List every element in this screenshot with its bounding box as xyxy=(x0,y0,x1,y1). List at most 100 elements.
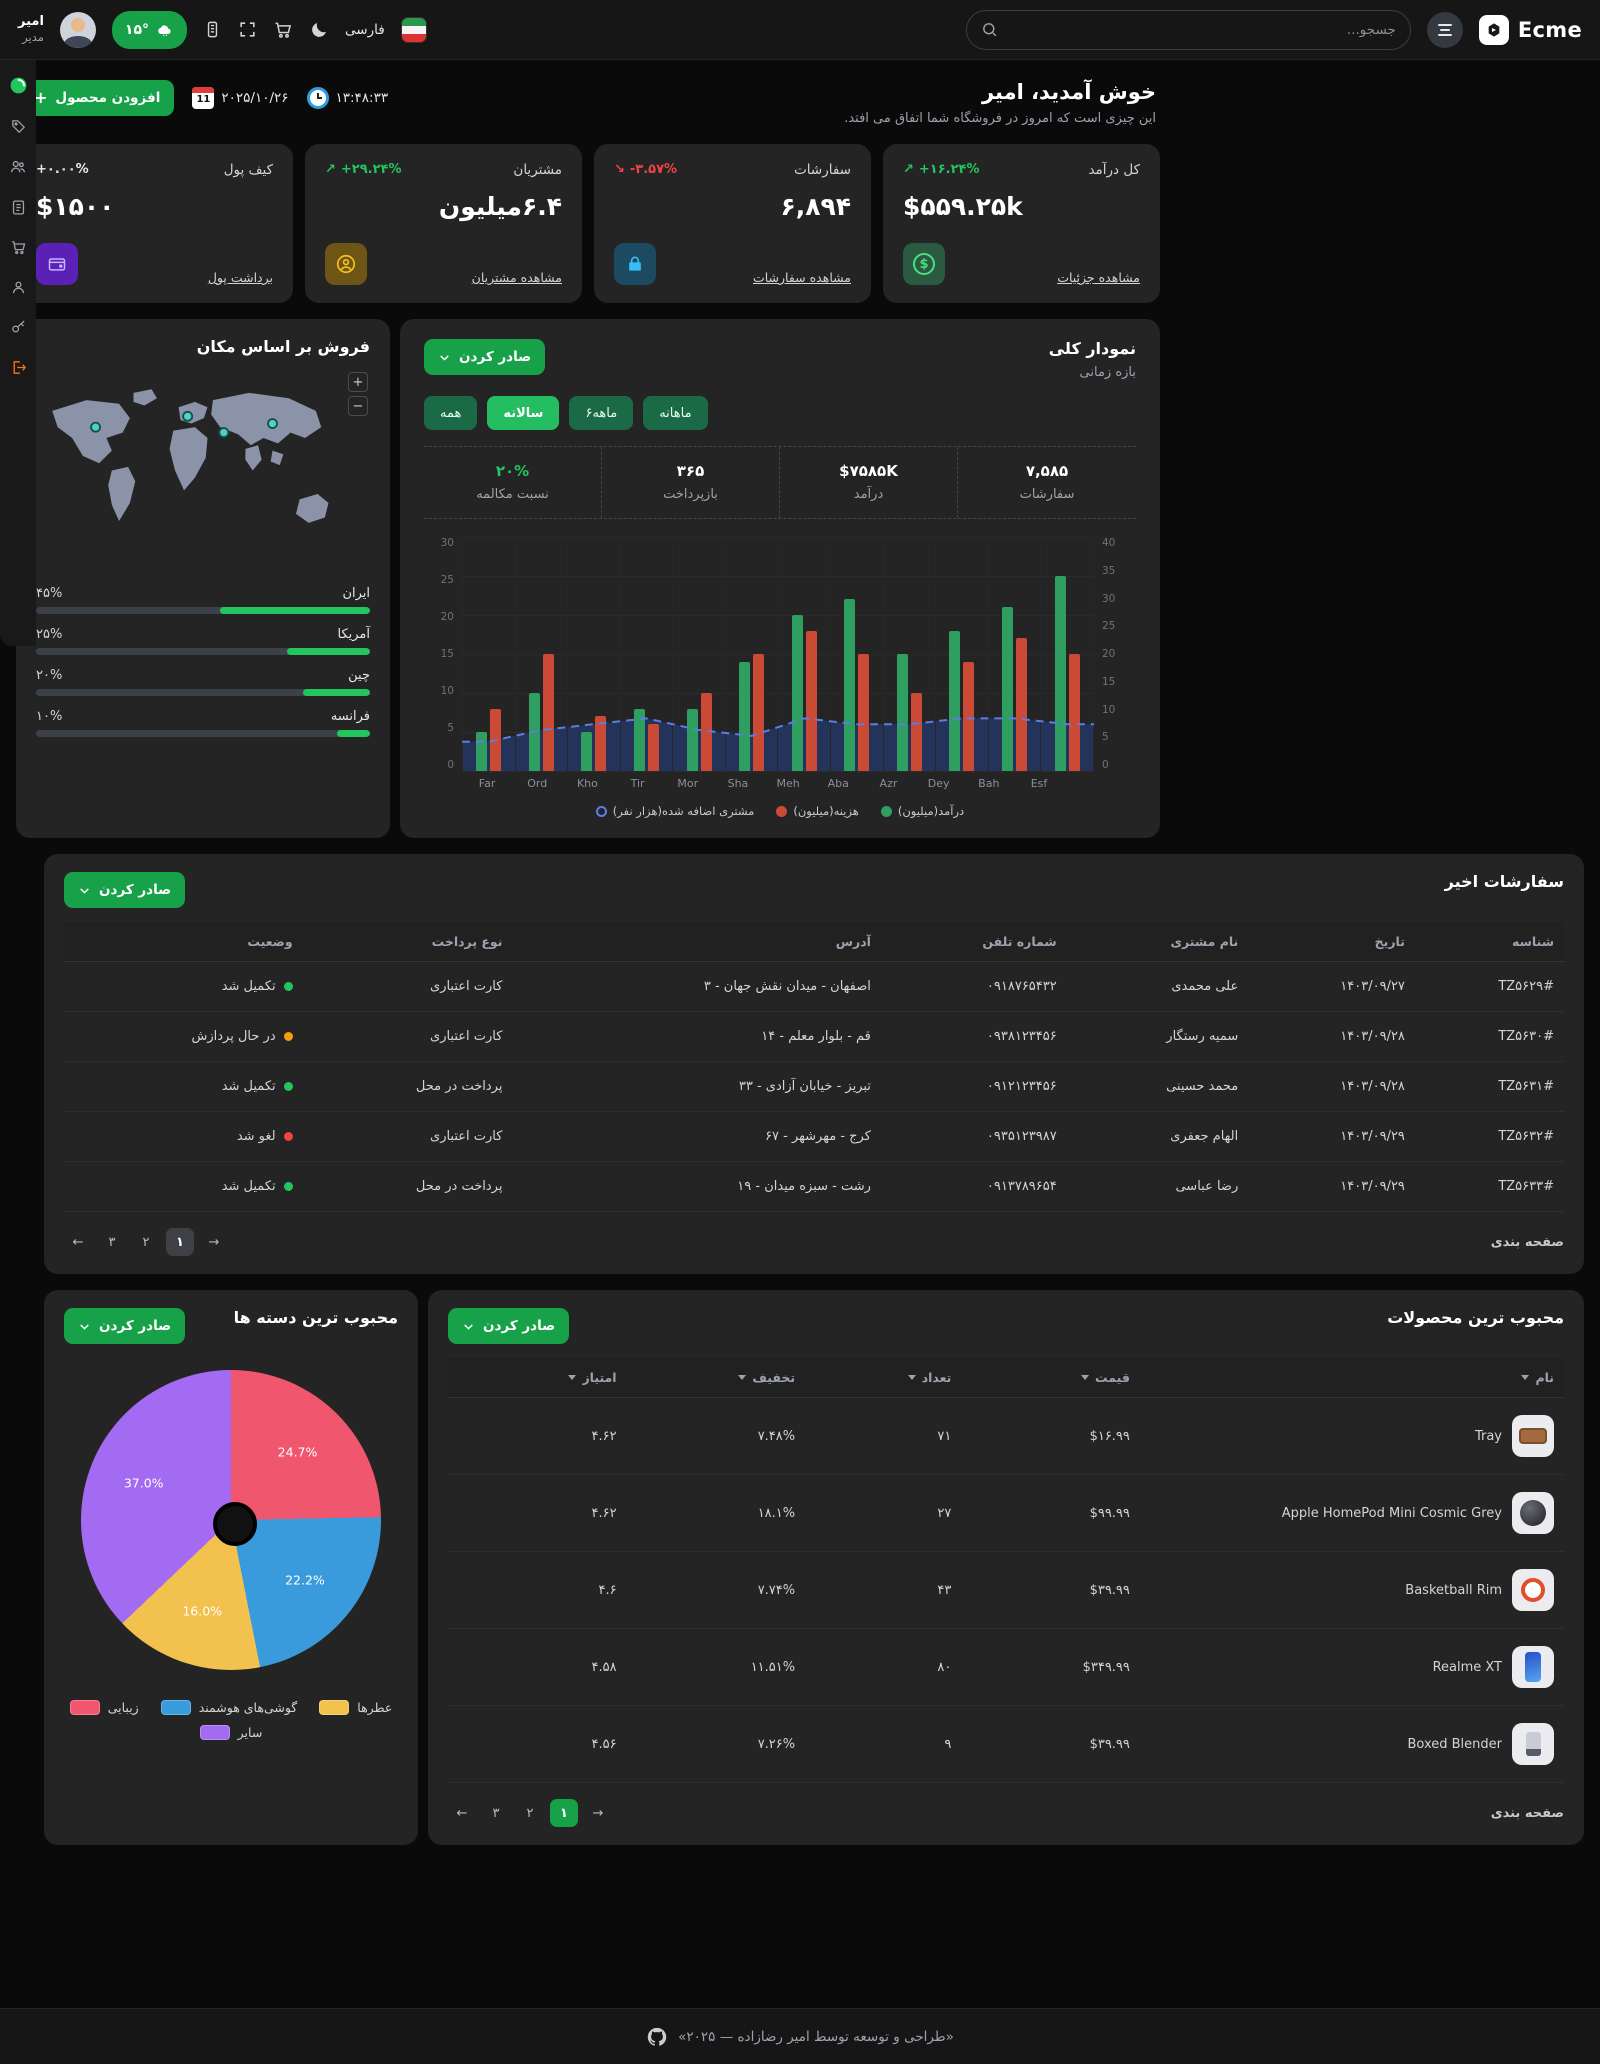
status-circle-icon[interactable] xyxy=(9,76,28,95)
fullscreen-icon[interactable] xyxy=(238,20,257,39)
legend-item[interactable]: زیبایی xyxy=(69,1700,139,1715)
revenue-bar[interactable] xyxy=(791,615,803,771)
customers-icon[interactable] xyxy=(9,158,27,176)
revenue-bar[interactable] xyxy=(896,654,908,771)
col-price[interactable]: قیمت xyxy=(961,1358,1140,1398)
map-zoom-out-button[interactable]: − xyxy=(348,396,368,416)
dark-mode-moon-icon[interactable] xyxy=(309,20,329,40)
revenue-bar[interactable] xyxy=(581,732,593,771)
col-discount[interactable]: تخفیف xyxy=(626,1358,806,1398)
col-phone[interactable]: شماره تلفن xyxy=(880,922,1067,962)
cost-bar[interactable] xyxy=(700,693,712,771)
tab-6months[interactable]: ۶ماهه xyxy=(569,396,634,430)
legend-item[interactable]: سایر xyxy=(64,1725,398,1740)
col-name[interactable]: نام xyxy=(1139,1358,1564,1398)
legend-item[interactable]: هزینه(میلیون) xyxy=(776,804,859,818)
order-row[interactable]: #TZ۵۶۳۳ ۱۴۰۳/۰۹/۲۹ رضا عباسی ۰۹۱۳۷۸۹۶۵۴ رشت… xyxy=(64,1161,1564,1212)
pager-prev-icon[interactable]: → xyxy=(200,1228,228,1256)
revenue-bar[interactable] xyxy=(1002,607,1014,771)
products-export-button[interactable]: صادر کردن xyxy=(448,1308,570,1344)
legend-item[interactable]: عطرها xyxy=(319,1700,392,1715)
cost-bar[interactable] xyxy=(542,654,554,771)
page-button[interactable]: ۲ xyxy=(516,1799,544,1827)
export-button[interactable]: صادر کردن xyxy=(424,339,546,375)
order-row[interactable]: #TZ۵۶۲۹ ۱۴۰۳/۰۹/۲۷ علی محمدی ۰۹۱۸۷۶۵۴۳۲ اصف… xyxy=(64,961,1564,1012)
order-row[interactable]: #TZ۵۶۳۰ ۱۴۰۳/۰۹/۲۸ سمیه رستگار ۰۹۳۸۱۲۳۴۵۶ ق… xyxy=(64,1011,1564,1062)
access-key-icon[interactable] xyxy=(10,319,27,336)
tab-all[interactable]: همه xyxy=(424,396,478,430)
iran-flag-icon[interactable] xyxy=(400,16,427,43)
stat-link[interactable]: برداشت پول xyxy=(207,270,273,285)
map-zoom-in-button[interactable]: + xyxy=(348,372,368,392)
product-row[interactable]: Boxed Blender $۳۹.۹۹ ۹ ۷.۲۶% ۴.۵۶ xyxy=(448,1705,1564,1783)
cost-bar[interactable] xyxy=(490,708,502,771)
product-row[interactable]: Tray $۱۶.۹۹ ۷۱ ۷.۴۸% ۴.۶۲ xyxy=(448,1397,1564,1475)
cost-bar[interactable] xyxy=(805,630,817,771)
cart-icon[interactable] xyxy=(273,20,293,40)
stat-link[interactable]: مشاهده مشتریان xyxy=(471,270,562,285)
cost-bar[interactable] xyxy=(910,693,922,771)
revenue-bar[interactable] xyxy=(1054,576,1066,771)
user-avatar[interactable] xyxy=(59,11,96,48)
pager-next-icon[interactable]: ← xyxy=(64,1228,92,1256)
revenue-bar[interactable] xyxy=(844,599,856,771)
revenue-bar[interactable] xyxy=(528,693,540,771)
col-qty[interactable]: تعداد xyxy=(805,1358,962,1398)
tab-monthly[interactable]: ماهانه xyxy=(643,396,708,430)
cost-bar[interactable] xyxy=(753,654,765,771)
page-button[interactable]: ۱ xyxy=(550,1799,578,1827)
stat-link[interactable]: مشاهده جزئیات xyxy=(1057,270,1140,285)
revenue-bar[interactable] xyxy=(686,708,698,771)
col-address[interactable]: آدرس xyxy=(512,922,881,962)
categories-export-button[interactable]: صادر کردن xyxy=(64,1308,186,1344)
tags-icon[interactable] xyxy=(10,118,27,135)
page-button[interactable]: ۳ xyxy=(482,1799,510,1827)
revenue-bar[interactable] xyxy=(634,708,646,771)
page-button[interactable]: ۳ xyxy=(98,1228,126,1256)
language-selector[interactable]: فارسی xyxy=(345,21,385,38)
github-icon[interactable] xyxy=(646,2026,668,2048)
cost-bar[interactable] xyxy=(648,724,660,771)
col-id[interactable]: شناسه xyxy=(1414,922,1564,962)
page-button[interactable]: ۲ xyxy=(132,1228,160,1256)
product-row[interactable]: Apple HomePod Mini Cosmic Grey $۹۹.۹۹ ۲۷ … xyxy=(448,1474,1564,1552)
col-rating[interactable]: امتیاز xyxy=(448,1358,627,1398)
orders-export-button[interactable]: صادر کردن xyxy=(64,872,186,908)
menu-toggle-button[interactable] xyxy=(1426,11,1463,48)
order-row[interactable]: #TZ۵۶۳۲ ۱۴۰۳/۰۹/۲۹ الهام جعفری ۰۹۳۵۱۲۳۹۸۷ ک… xyxy=(64,1111,1564,1162)
pager-next-icon[interactable]: ← xyxy=(448,1799,476,1827)
cost-bar[interactable] xyxy=(1068,654,1080,771)
cost-bar[interactable] xyxy=(858,654,870,771)
pager-prev-icon[interactable]: → xyxy=(584,1799,612,1827)
search-input[interactable] xyxy=(1005,21,1396,38)
app-logo[interactable]: Ecme xyxy=(1478,14,1582,45)
stat-link[interactable]: مشاهده سفارشات xyxy=(752,270,851,285)
product-row[interactable]: Basketball Rim $۳۹.۹۹ ۴۳ ۷.۷۴% ۴.۶ xyxy=(448,1551,1564,1629)
legend-item[interactable]: گوشی‌های هوشمند xyxy=(160,1700,297,1715)
legend-item[interactable]: درآمد(میلیون) xyxy=(880,804,964,818)
cost-bar[interactable] xyxy=(1016,638,1028,771)
reports-icon[interactable] xyxy=(203,20,222,39)
world-map[interactable]: + − xyxy=(36,368,370,573)
search-box[interactable] xyxy=(965,9,1411,50)
page-button[interactable]: ۱ xyxy=(166,1228,194,1256)
col-status[interactable]: وضعیت xyxy=(64,922,303,962)
revenue-bar[interactable] xyxy=(476,732,488,771)
legend-item[interactable]: مشتری اضافه شده(هزار نفر) xyxy=(595,804,754,818)
col-customer[interactable]: نام مشتری xyxy=(1066,922,1249,962)
tab-yearly[interactable]: سالانه xyxy=(487,396,560,430)
revenue-bar[interactable] xyxy=(739,661,751,771)
product-row[interactable]: Realme XT $۳۴۹.۹۹ ۸۰ ۱۱.۵۱% ۴.۵۸ xyxy=(448,1628,1564,1706)
col-payment[interactable]: نوع پرداخت xyxy=(302,922,513,962)
categories-pie-chart[interactable]: 24.7% 22.2% 16.0% 37.0% xyxy=(81,1370,381,1670)
profile-icon[interactable] xyxy=(10,279,27,296)
rail-cart-icon[interactable] xyxy=(10,239,27,256)
weather-widget[interactable]: ۱۵° xyxy=(111,10,187,49)
orders-doc-icon[interactable] xyxy=(10,199,27,216)
order-row[interactable]: #TZ۵۶۳۱ ۱۴۰۳/۰۹/۲۸ محمد حسینی ۰۹۱۲۱۲۳۴۵۶ تب… xyxy=(64,1061,1564,1112)
add-product-button[interactable]: افزودن محصول + xyxy=(20,80,175,116)
cost-bar[interactable] xyxy=(595,716,607,771)
col-date[interactable]: تاریخ xyxy=(1248,922,1415,962)
cost-bar[interactable] xyxy=(963,661,975,771)
logout-icon[interactable] xyxy=(10,359,27,376)
